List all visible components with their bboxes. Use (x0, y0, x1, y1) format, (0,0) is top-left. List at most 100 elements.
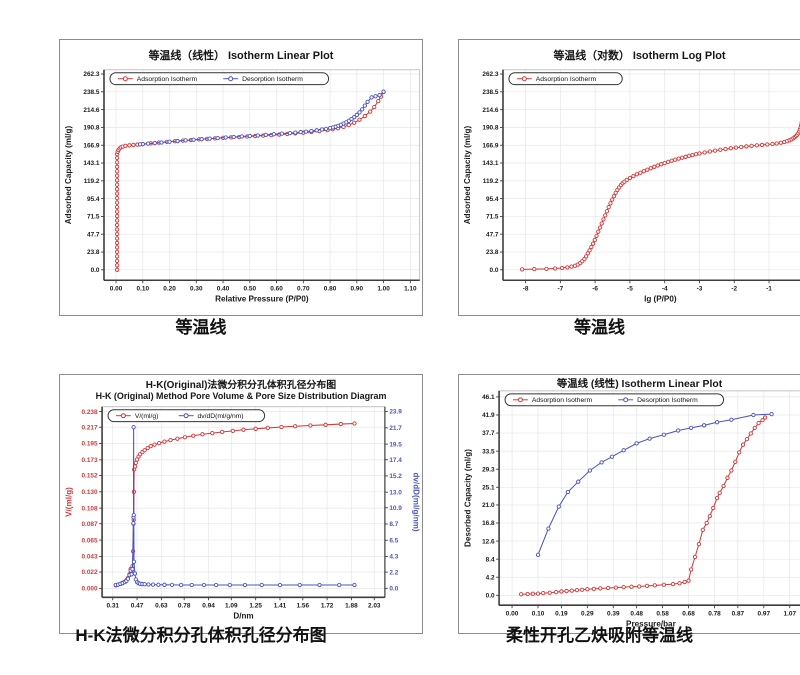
y-tick-labels: 0.0 23.8 47.7 71.5 95.4 119.2 143.1 166.9 190.8 2… (482, 71, 503, 274)
svg-text:21.7: 21.7 (389, 425, 402, 432)
svg-text:0.80: 0.80 (324, 286, 337, 293)
svg-text:0.152: 0.152 (81, 473, 98, 480)
y-axis-title: V/(ml/g) (64, 487, 73, 517)
chart-title: 等温线（对数） Isotherm Log Plot (552, 48, 725, 62)
svg-text:214.6: 214.6 (83, 107, 100, 114)
svg-text:47.7: 47.7 (87, 231, 100, 238)
svg-text:23.8: 23.8 (486, 249, 499, 256)
svg-text:190.8: 190.8 (482, 125, 499, 132)
svg-text:119.2: 119.2 (84, 178, 100, 185)
svg-text:-7: -7 (558, 286, 564, 293)
svg-text:4.3: 4.3 (389, 554, 398, 561)
svg-text:0.29: 0.29 (581, 611, 594, 618)
svg-text:0.108: 0.108 (81, 505, 98, 512)
svg-text:0.90: 0.90 (351, 286, 364, 293)
svg-text:0.00: 0.00 (506, 611, 519, 618)
x-axis-title: lg (P/P0) (644, 295, 677, 304)
svg-text:16.8: 16.8 (482, 520, 495, 527)
svg-text:71.5: 71.5 (87, 214, 100, 221)
svg-text:262.3: 262.3 (83, 71, 100, 78)
svg-text:-6: -6 (592, 286, 598, 293)
y-tick-labels: 0.0 4.2 8.4 12.6 16.8 21.0 25.1 29.3 33.5 37.7 41.… (482, 394, 500, 599)
svg-text:0.78: 0.78 (708, 611, 721, 618)
svg-text:33.5: 33.5 (482, 448, 495, 455)
svg-text:23.8: 23.8 (87, 249, 100, 256)
y-axis-title: Adsorbed Capacity (ml/g) (64, 126, 73, 225)
svg-text:0.000: 0.000 (81, 586, 98, 593)
svg-text:0.40: 0.40 (217, 286, 230, 293)
svg-text:95.4: 95.4 (87, 196, 100, 203)
legend: Adsorption Isotherm Desorption Isotherm (504, 393, 725, 407)
svg-text:1.56: 1.56 (297, 603, 310, 610)
gridlines (499, 390, 800, 606)
svg-text:1.09: 1.09 (225, 603, 238, 610)
svg-text:12.6: 12.6 (482, 538, 495, 545)
plot-frame (103, 69, 421, 281)
svg-text:0.97: 0.97 (758, 611, 771, 618)
svg-text:4.2: 4.2 (486, 574, 495, 581)
svg-text:0.47: 0.47 (131, 603, 144, 610)
svg-text:46.1: 46.1 (482, 394, 495, 401)
svg-text:21.0: 21.0 (482, 502, 495, 509)
gridlines (102, 406, 385, 598)
chart-title: 等温线（线性） Isotherm Linear Plot (148, 48, 334, 62)
svg-text:dv/dD(ml/g/nm): dv/dD(ml/g/nm) (198, 413, 244, 420)
panel-isotherm-linear: 0.00 0.10 0.20 0.30 0.40 0.50 0.60 0.70 0.80 0.90… (59, 39, 423, 316)
svg-text:0.58: 0.58 (656, 611, 669, 618)
svg-text:0.0: 0.0 (490, 267, 499, 274)
caption-isotherm-linear: 等温线 (175, 318, 227, 337)
legend: Adsorption Isotherm Desorption Isotherm (109, 72, 330, 86)
svg-text:1.25: 1.25 (249, 603, 262, 610)
svg-text:119.2: 119.2 (483, 178, 499, 185)
x-axis-title: D/nm (233, 612, 253, 621)
svg-text:143.1: 143.1 (83, 160, 100, 167)
plot-frame (498, 390, 800, 606)
svg-text:-4: -4 (662, 286, 668, 293)
svg-text:41.9: 41.9 (482, 412, 495, 419)
panel-hk-pore-distribution: 0.31 0.47 0.63 0.78 0.94 1.09 1.25 1.41 1.56 1.72… (59, 374, 423, 634)
svg-text:0.87: 0.87 (732, 611, 745, 618)
svg-text:0.48: 0.48 (630, 611, 643, 618)
svg-text:1.88: 1.88 (345, 603, 358, 610)
series-dv-dd-ml-g-nm- (113, 424, 357, 588)
chart-title: 等温线 (线性) Isotherm Linear Plot (556, 377, 723, 390)
svg-text:166.9: 166.9 (83, 142, 100, 149)
svg-text:2.03: 2.03 (368, 603, 381, 610)
series-adsorption-isotherm (519, 119, 800, 272)
svg-text:166.9: 166.9 (482, 142, 499, 149)
gridlines (502, 69, 800, 281)
y-axis-title: Adsorbed Capacity (ml/g) (463, 126, 472, 225)
caption-isotherm-log: 等温线 (574, 318, 625, 337)
svg-text:71.5: 71.5 (486, 214, 499, 221)
svg-text:0.39: 0.39 (607, 611, 620, 618)
x-axis-title: Relative Pressure (P/P0) (215, 295, 309, 304)
svg-text:0.022: 0.022 (81, 569, 98, 576)
svg-text:0.20: 0.20 (163, 286, 176, 293)
y-tick-labels: 0.000 0.022 0.043 0.065 0.087 0.108 0.130 0.152… (81, 409, 103, 593)
svg-text:0.10: 0.10 (532, 611, 545, 618)
svg-text:-3: -3 (697, 286, 703, 293)
chart-title: H-K(Original)法微分积分孔体积孔径分布图 (146, 378, 337, 391)
svg-text:2.2: 2.2 (389, 569, 398, 576)
svg-text:0.50: 0.50 (244, 286, 257, 293)
svg-text:V/(ml/g): V/(ml/g) (135, 413, 159, 420)
legend: Adsorption Isotherm (508, 72, 623, 86)
svg-text:13.0: 13.0 (389, 489, 402, 496)
svg-text:19.5: 19.5 (389, 441, 402, 448)
svg-text:Desorption Isotherm: Desorption Isotherm (637, 397, 698, 404)
svg-text:0.238: 0.238 (81, 409, 98, 416)
chart-root: 0.31 0.47 0.63 0.78 0.94 1.09 1.25 1.41 1.56 1.72… (64, 378, 420, 621)
svg-text:0.0: 0.0 (486, 592, 495, 599)
svg-text:17.4: 17.4 (389, 457, 402, 464)
svg-text:0.00: 0.00 (110, 286, 123, 293)
svg-text:238.5: 238.5 (83, 89, 100, 96)
gridlines (103, 69, 420, 281)
svg-text:-1: -1 (766, 286, 772, 293)
svg-text:238.5: 238.5 (482, 89, 499, 96)
svg-text:1.10: 1.10 (404, 286, 417, 293)
svg-text:0.217: 0.217 (81, 424, 98, 431)
isotherm-log-chart: -8-7-6-5-4-3-2-100.023.847.771.595.4119.… (463, 48, 800, 304)
svg-text:0.31: 0.31 (106, 603, 119, 610)
series-v-ml-g- (113, 421, 357, 588)
svg-text:47.7: 47.7 (486, 231, 499, 238)
